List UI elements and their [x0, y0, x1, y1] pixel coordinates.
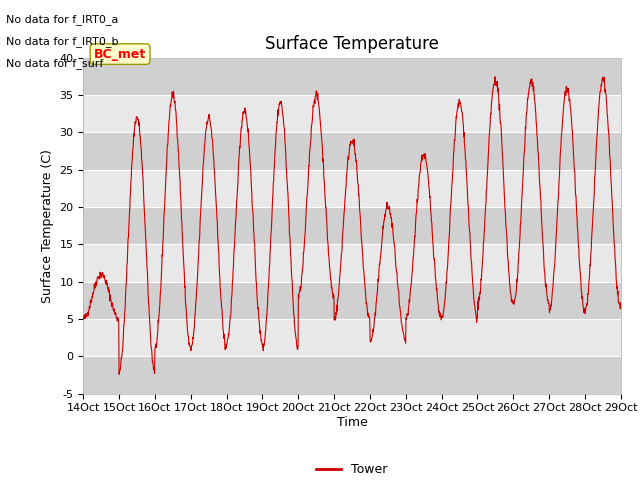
Bar — [83, 244, 621, 282]
Title: Surface Temperature: Surface Temperature — [265, 35, 439, 53]
X-axis label: Time: Time — [337, 416, 367, 429]
Y-axis label: Surface Temperature (C): Surface Temperature (C) — [41, 149, 54, 302]
Bar — [83, 95, 621, 132]
Bar — [83, 207, 621, 244]
Text: No data for f_surf: No data for f_surf — [6, 58, 104, 69]
Bar — [83, 319, 621, 356]
Bar — [83, 132, 621, 169]
Bar — [83, 356, 621, 394]
Text: No data for f_IRT0_b: No data for f_IRT0_b — [6, 36, 119, 47]
Legend: Tower: Tower — [311, 458, 393, 480]
Text: No data for f_IRT0_a: No data for f_IRT0_a — [6, 14, 119, 25]
Bar — [83, 58, 621, 95]
Bar — [83, 282, 621, 319]
Bar — [83, 169, 621, 207]
Text: BC_met: BC_met — [94, 48, 146, 60]
